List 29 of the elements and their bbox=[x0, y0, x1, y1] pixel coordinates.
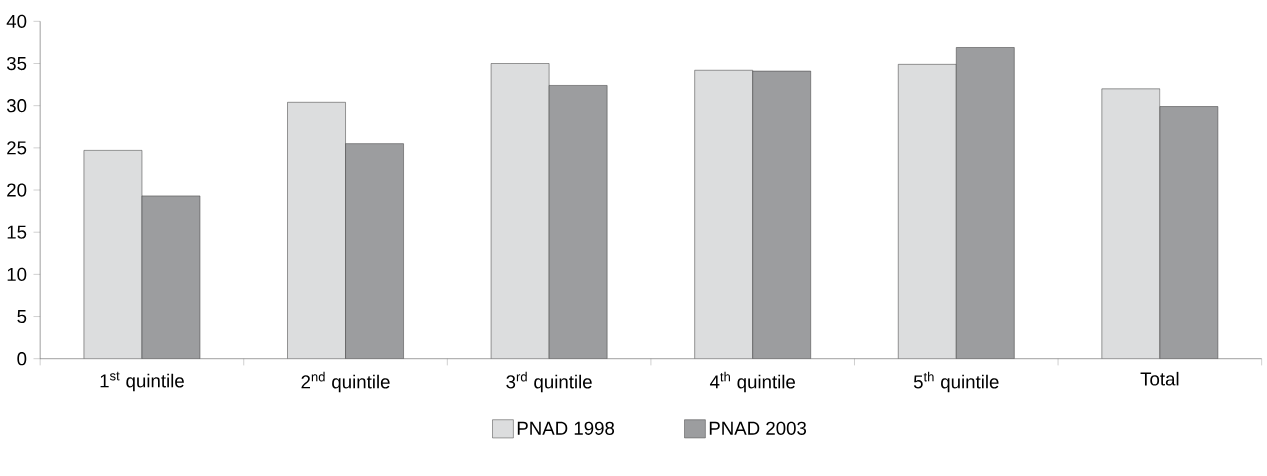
x-tick-label: 1$^{st}$ quintile bbox=[100, 371, 184, 392]
bar bbox=[345, 143, 404, 359]
x-tick-label: Total bbox=[1140, 371, 1179, 386]
legend-label: PNAD 2003 bbox=[709, 421, 807, 435]
y-tick-label: 15 bbox=[7, 225, 27, 239]
y-tick-label: 0 bbox=[17, 352, 27, 366]
y-tick-label: 5 bbox=[17, 310, 27, 324]
legend-label: PNAD 1998 bbox=[517, 421, 615, 435]
bar bbox=[548, 85, 608, 359]
y-tick-label: 10 bbox=[7, 267, 27, 281]
x-tick-label: 3$^{rd}$ quintile bbox=[506, 371, 592, 393]
x-tick-label: 2$^{nd}$ quintile bbox=[301, 371, 390, 393]
x-tick-label: 4$^{th}$ quintile bbox=[709, 371, 796, 393]
bar bbox=[897, 64, 957, 359]
y-tick-label: 30 bbox=[6, 99, 27, 113]
bar bbox=[752, 70, 811, 359]
bar bbox=[83, 150, 143, 359]
bar bbox=[287, 102, 346, 359]
bar bbox=[694, 69, 753, 359]
bar bbox=[141, 195, 201, 359]
bar bbox=[1159, 106, 1219, 359]
y-tick-label: 40 bbox=[6, 14, 27, 28]
y-tick-label: 25 bbox=[7, 141, 27, 155]
bar bbox=[490, 63, 550, 359]
x-tick-label: 5$^{th}$ quintile bbox=[913, 371, 999, 393]
y-tick-label: 20 bbox=[7, 183, 27, 197]
bar bbox=[956, 47, 1015, 359]
y-tick-label: 35 bbox=[6, 56, 27, 71]
bar bbox=[1101, 88, 1161, 359]
